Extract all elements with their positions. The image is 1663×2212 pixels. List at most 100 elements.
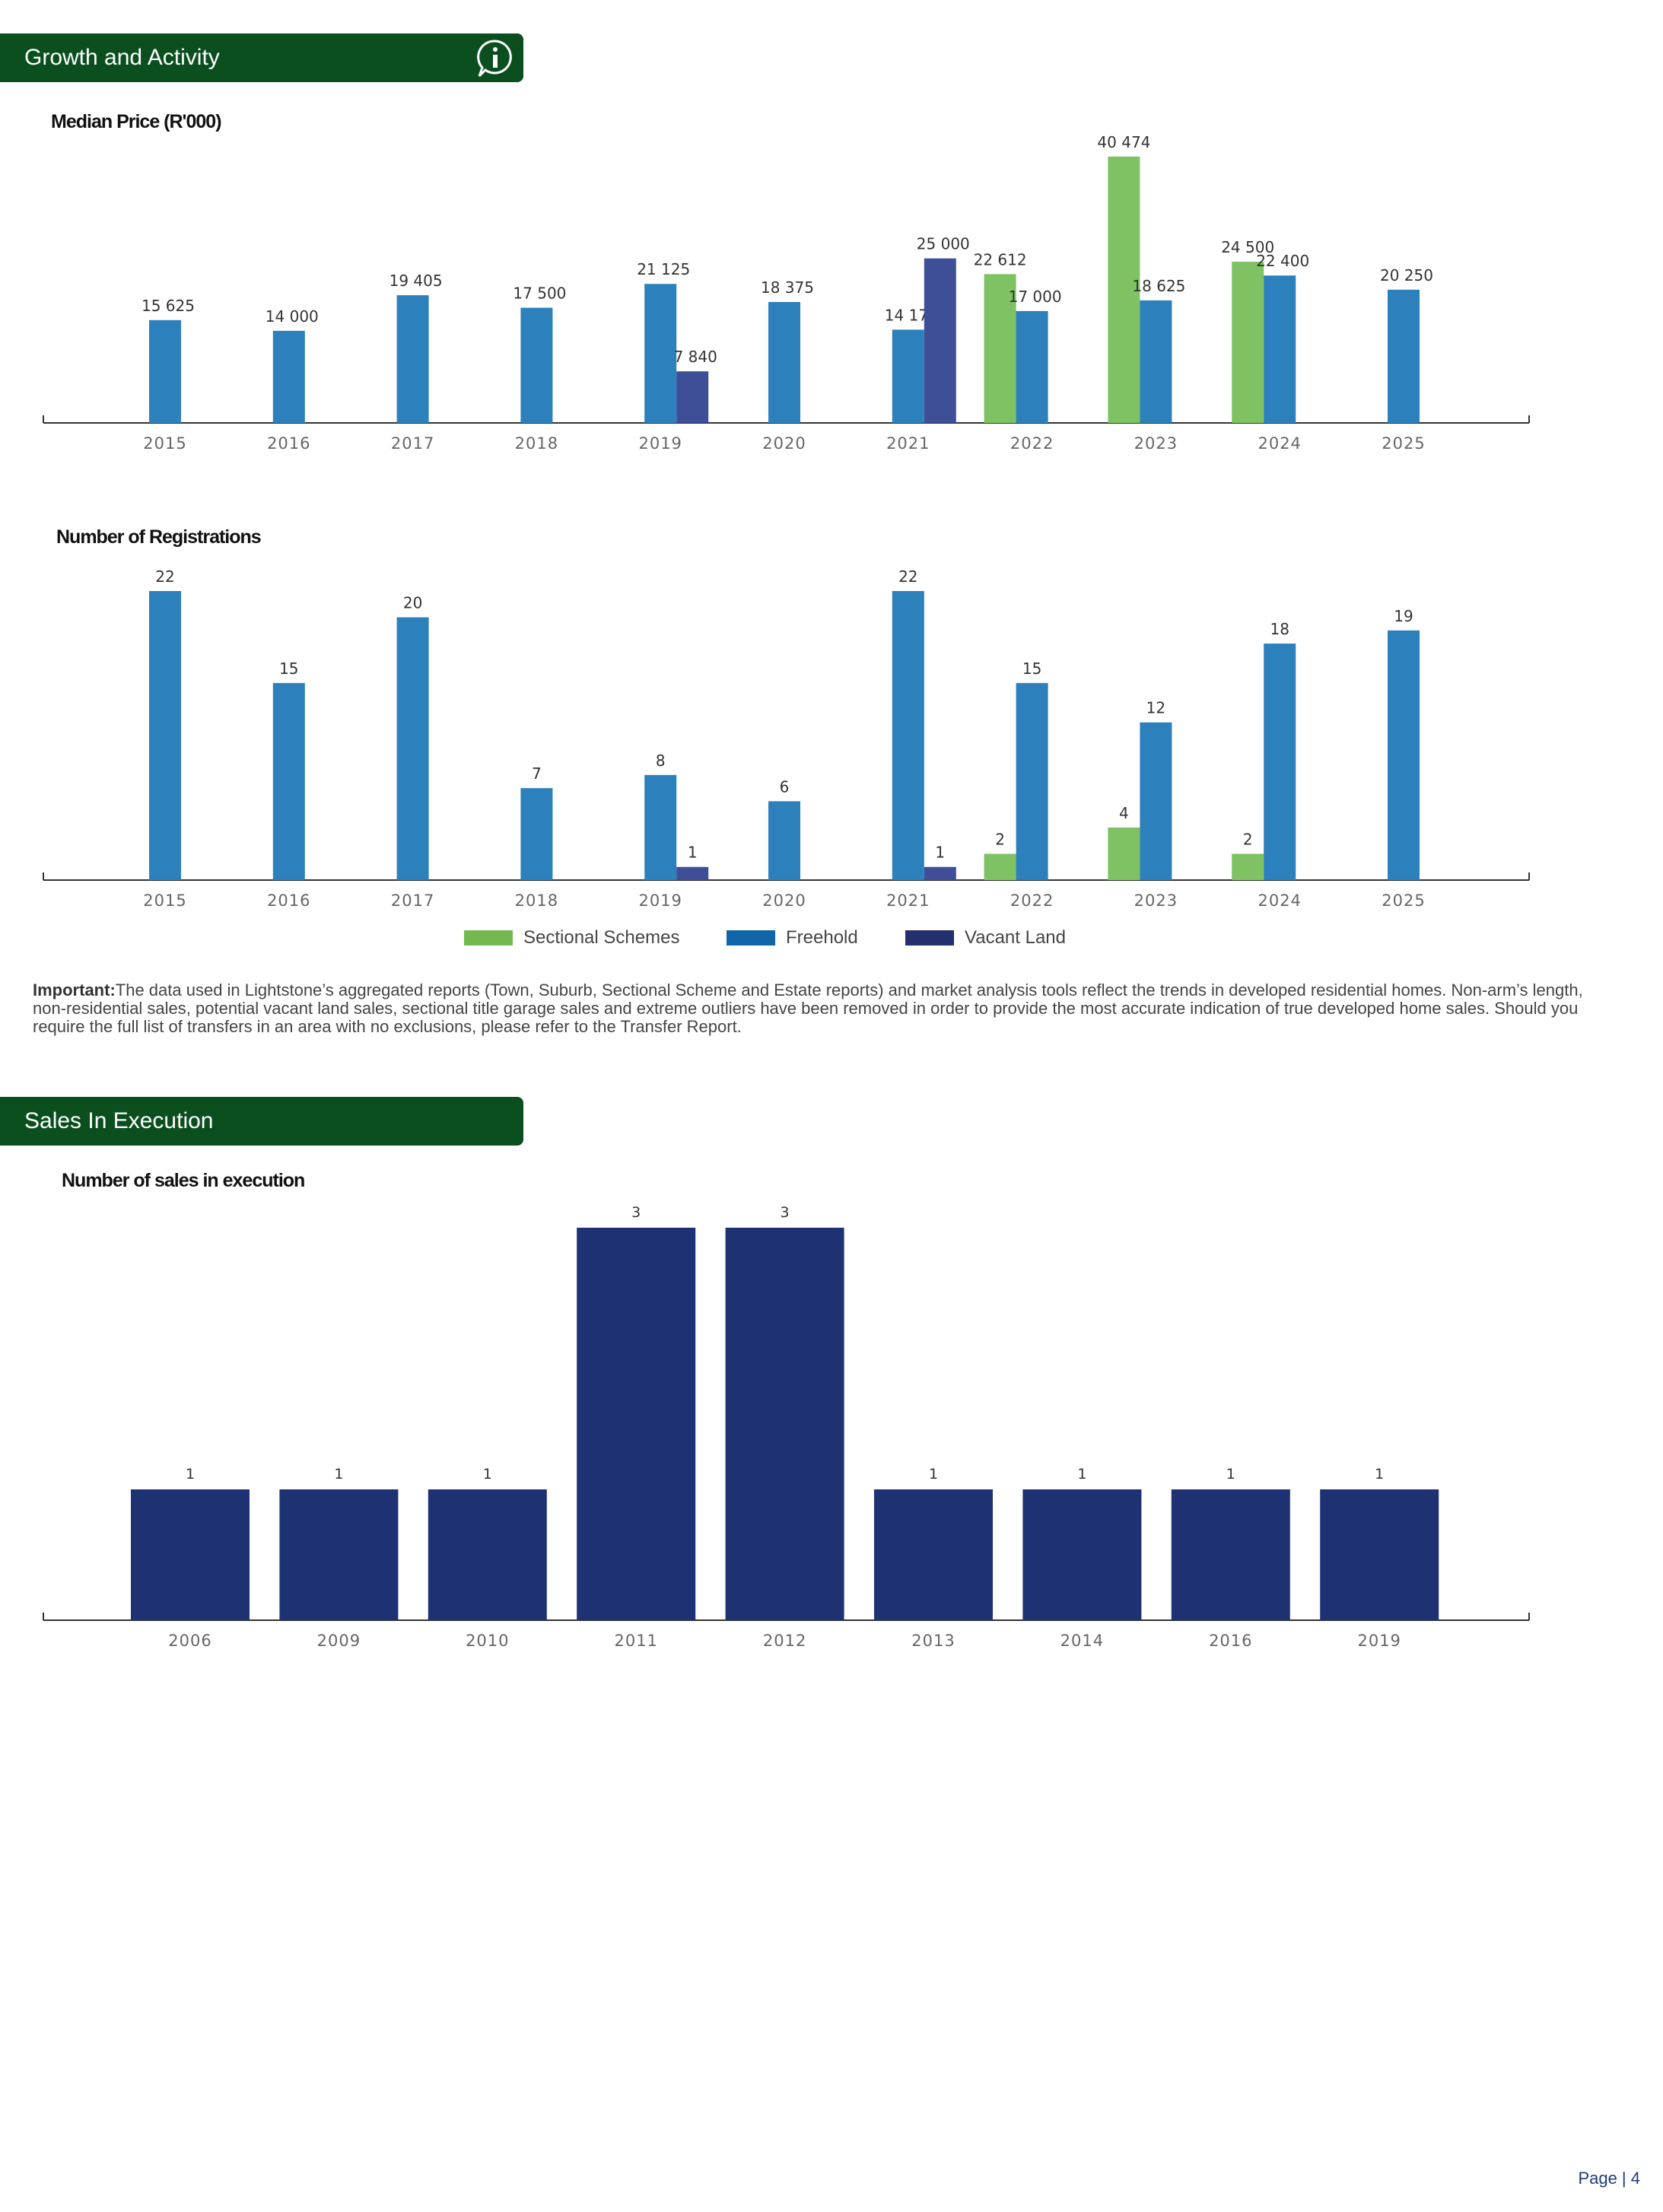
registrations-title: Number of Registrations — [56, 526, 262, 548]
bar-freehold-2022 — [1016, 310, 1048, 423]
sales-execution-chart-title: Number of sales in execution — [62, 1170, 305, 1191]
data-label: 19 — [1394, 607, 1413, 625]
x-tick-label: 2019 — [638, 891, 682, 910]
important-note-text: The data used in Lightstone’s aggregated… — [33, 980, 1583, 1036]
registrations-chart: 2015222016152017202018720198120206202122… — [43, 567, 1530, 910]
bar-execution-2012 — [725, 1228, 844, 1620]
growth-activity-title: Growth and Activity — [24, 45, 220, 70]
data-label: 24 500 — [1221, 238, 1274, 256]
bar-execution-2014 — [1022, 1489, 1142, 1620]
bar-vacant-land-2021 — [924, 866, 956, 880]
bar-sectional-schemes-2024 — [1232, 853, 1264, 880]
data-label: 17 000 — [1009, 288, 1062, 306]
bar-sectional-schemes-2022 — [984, 274, 1016, 423]
x-tick-label: 2020 — [762, 434, 806, 453]
data-label: 22 — [155, 567, 174, 586]
median-price-chart: 2015 15 625 2016 14 000 2017 19 405 2018 17 500… — [43, 133, 1530, 453]
data-label: 12 — [1146, 699, 1165, 717]
data-label: 20 250 — [1380, 266, 1433, 284]
x-tick-label: 2017 — [391, 434, 434, 453]
bar-freehold-2016 — [272, 682, 305, 880]
x-tick-label: 2016 — [267, 891, 310, 910]
bar-freehold-2017 — [396, 617, 429, 880]
growth-activity-header: Growth and Activity — [0, 33, 523, 82]
x-tick-label: 2017 — [391, 891, 434, 910]
x-tick-label: 2015 — [143, 434, 186, 453]
data-label: 3 — [631, 1204, 641, 1221]
bar-freehold-2018 — [520, 788, 553, 880]
bar-execution-2011 — [577, 1228, 696, 1620]
x-tick-label: 2021 — [886, 434, 930, 453]
bar-freehold-2018 — [520, 307, 553, 423]
x-tick-label: 2019 — [638, 434, 682, 453]
x-tick-label: 2025 — [1382, 891, 1425, 910]
data-label: 18 625 — [1132, 277, 1185, 295]
bar-execution-2010 — [428, 1489, 547, 1620]
x-tick-label: 2015 — [143, 891, 186, 910]
bar-freehold-2017 — [396, 295, 429, 423]
legend-label-freehold: Freehold — [786, 927, 858, 948]
legend-item-sectional-schemes: Sectional Schemes — [464, 923, 679, 953]
info-icon[interactable] — [473, 37, 516, 79]
x-tick-label: 2024 — [1258, 891, 1301, 910]
bar-freehold-2019 — [644, 284, 677, 423]
data-label: 22 612 — [974, 250, 1027, 269]
data-label: 18 — [1270, 620, 1289, 638]
x-tick-label: 2016 — [1209, 1632, 1252, 1650]
bar-freehold-2025 — [1388, 289, 1420, 423]
data-label: 25 000 — [917, 235, 970, 253]
bar-freehold-2021 — [892, 329, 924, 423]
bar-vacant-land-2019 — [676, 866, 709, 880]
data-label: 15 — [1022, 659, 1041, 678]
data-label: 1 — [935, 844, 945, 862]
bar-freehold-2015 — [149, 319, 181, 423]
x-tick-label: 2006 — [168, 1632, 211, 1650]
legend-swatch-sectional — [464, 930, 513, 946]
data-label: 3 — [781, 1204, 790, 1221]
bar-sectional-schemes-2023 — [1108, 156, 1140, 423]
sales-execution-chart: 1 2006 1 2009 1 2010 3 2011 3 2012 1 2013 1 2014 1 2016… — [43, 1204, 1530, 1650]
x-tick-label: 2020 — [762, 891, 806, 910]
data-label: 1 — [186, 1466, 195, 1483]
bar-execution-2016 — [1171, 1489, 1290, 1620]
data-label: 1 — [483, 1466, 492, 1483]
data-label: 19 405 — [390, 272, 443, 290]
bar-execution-2009 — [279, 1489, 399, 1620]
x-tick-label: 2025 — [1382, 434, 1425, 453]
bar-freehold-2020 — [768, 801, 800, 880]
legend-label-sectional: Sectional Schemes — [523, 927, 680, 948]
x-tick-label: 2011 — [614, 1632, 657, 1650]
x-tick-label: 2019 — [1357, 1632, 1401, 1650]
x-tick-label: 2021 — [886, 891, 930, 910]
sales-execution-title: Sales In Execution — [24, 1108, 214, 1133]
bar-freehold-2023 — [1140, 722, 1172, 880]
data-label: 20 — [403, 594, 422, 612]
data-label: 40 474 — [1097, 133, 1150, 151]
bar-sectional-schemes-2024 — [1232, 262, 1264, 423]
x-tick-label: 2022 — [1010, 891, 1054, 910]
bar-execution-2006 — [131, 1489, 250, 1620]
data-label: 8 — [656, 752, 666, 770]
legend-item-freehold: Freehold — [727, 923, 858, 953]
bar-freehold-2021 — [892, 591, 924, 880]
page-number: Page | 4 — [1578, 2169, 1640, 2188]
bar-sectional-schemes-2023 — [1108, 827, 1140, 880]
legend-label-vacant: Vacant Land — [965, 927, 1066, 948]
sales-execution-header: Sales In Execution — [0, 1097, 523, 1146]
x-tick-label: 2016 — [267, 434, 310, 453]
x-tick-label: 2009 — [317, 1632, 361, 1650]
data-label: 15 625 — [141, 297, 195, 315]
x-tick-label: 2018 — [515, 891, 558, 910]
data-label: 22 400 — [1256, 252, 1309, 270]
bar-freehold-2024 — [1264, 275, 1296, 423]
bar-freehold-2015 — [149, 591, 181, 880]
data-label: 1 — [688, 844, 698, 862]
data-label: 14 000 — [266, 307, 319, 326]
data-label: 1 — [1077, 1466, 1086, 1483]
x-tick-label: 2012 — [763, 1632, 806, 1650]
data-label: 4 — [1119, 804, 1129, 822]
bar-freehold-2020 — [768, 302, 800, 423]
data-label: 1 — [1375, 1466, 1384, 1483]
data-label: 6 — [780, 777, 790, 796]
data-label: 7 840 — [674, 348, 717, 366]
